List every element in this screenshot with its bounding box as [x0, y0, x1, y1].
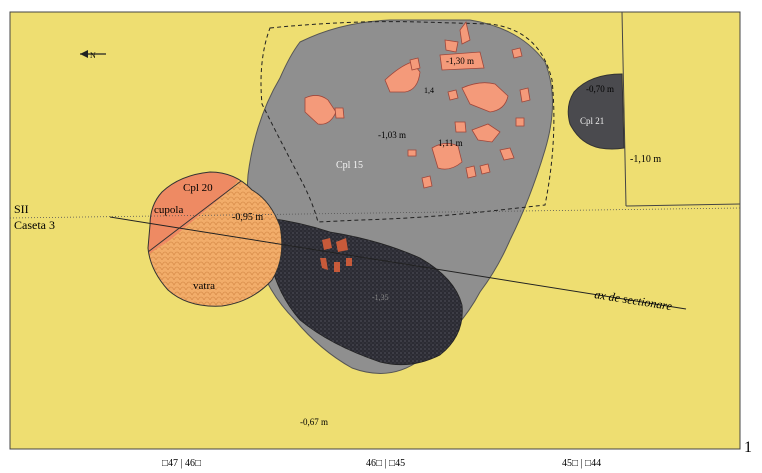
- label-caseta: Caseta 3: [14, 218, 55, 232]
- cpl21-boundary-bottom: [625, 203, 741, 207]
- depth-130: -1,30 m: [446, 56, 474, 66]
- pit-fragments: [320, 238, 352, 272]
- depth-070: -0,70 m: [586, 84, 614, 94]
- depth-111: 1,11 m: [438, 138, 463, 148]
- cpl21-boundary: [621, 11, 627, 207]
- section-axis-line: [109, 216, 687, 310]
- depth-103: -1,03 m: [378, 130, 406, 140]
- label-cpl20: Cpl 20: [183, 182, 213, 194]
- grid-label-3: 45□ | □44: [562, 458, 601, 469]
- burnt-fragments: [304, 21, 531, 189]
- dashed-outline: [260, 21, 555, 223]
- north-arrow-label: N: [90, 51, 96, 60]
- depth-pit: -1,35: [372, 293, 389, 302]
- dark-pit: [266, 217, 463, 366]
- label-sii: SII: [14, 202, 29, 216]
- label-vatra: vatra: [193, 280, 215, 292]
- north-arrow-icon: [80, 50, 106, 58]
- grid-label-1: □47 | 46□: [162, 458, 201, 469]
- depth-095: -0,95 m: [232, 212, 263, 223]
- label-cpl15: Cpl 15: [336, 160, 363, 171]
- label-cupola: cupola: [154, 204, 183, 216]
- label-cpl21: Cpl 21: [580, 116, 604, 126]
- grid-label-2: 46□ | □45: [366, 458, 405, 469]
- cpl21-shape: [567, 73, 625, 150]
- depth-small: 1,4: [424, 86, 434, 95]
- depth-067: -0,67 m: [300, 417, 328, 427]
- figure-number: 1: [744, 439, 752, 456]
- depth-110: -1,10 m: [630, 154, 661, 165]
